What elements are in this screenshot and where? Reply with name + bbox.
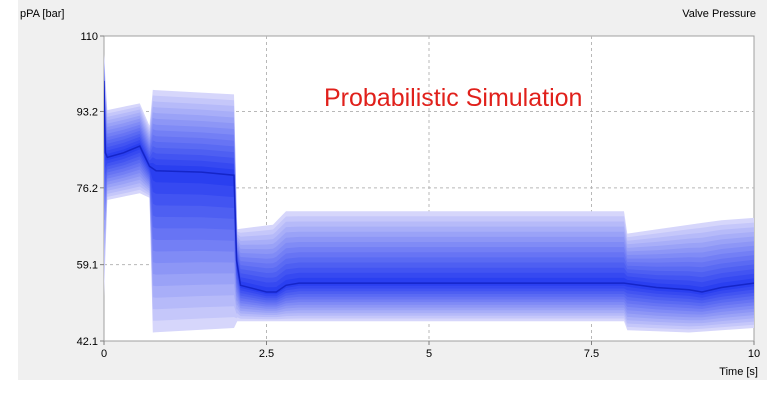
x-axis-label: Time [s] [719, 366, 758, 378]
median-line [104, 80, 754, 293]
y-tick-label: 42.1 [77, 336, 98, 348]
y-tick-label: 59.1 [77, 260, 98, 272]
y-tick-label: 93.2 [77, 106, 98, 118]
y-axis-label: pPA [bar] [20, 8, 64, 20]
y-tick-label: 76.2 [77, 183, 98, 195]
annotation-text: Probabilistic Simulation [324, 84, 582, 112]
band-layer-7 [104, 67, 754, 312]
y-tick-label: 110 [80, 31, 98, 43]
series-layer [104, 80, 754, 293]
tick-labels: 0 2.5 5 7.5 10 110 93.2 76.2 59.1 42.1 [77, 31, 761, 360]
chart-title: Valve Pressure [682, 8, 756, 20]
chart-panel: 0 2.5 5 7.5 10 110 93.2 76.2 59.1 42.1 pPA [bar] … [18, 0, 767, 380]
x-tick-label: 0 [101, 348, 107, 360]
probability-band [104, 54, 754, 333]
x-tick-label: 2.5 [259, 348, 274, 360]
x-tick-label: 5 [426, 348, 432, 360]
x-tick-label: 10 [748, 348, 760, 360]
x-tick-label: 7.5 [584, 348, 599, 360]
